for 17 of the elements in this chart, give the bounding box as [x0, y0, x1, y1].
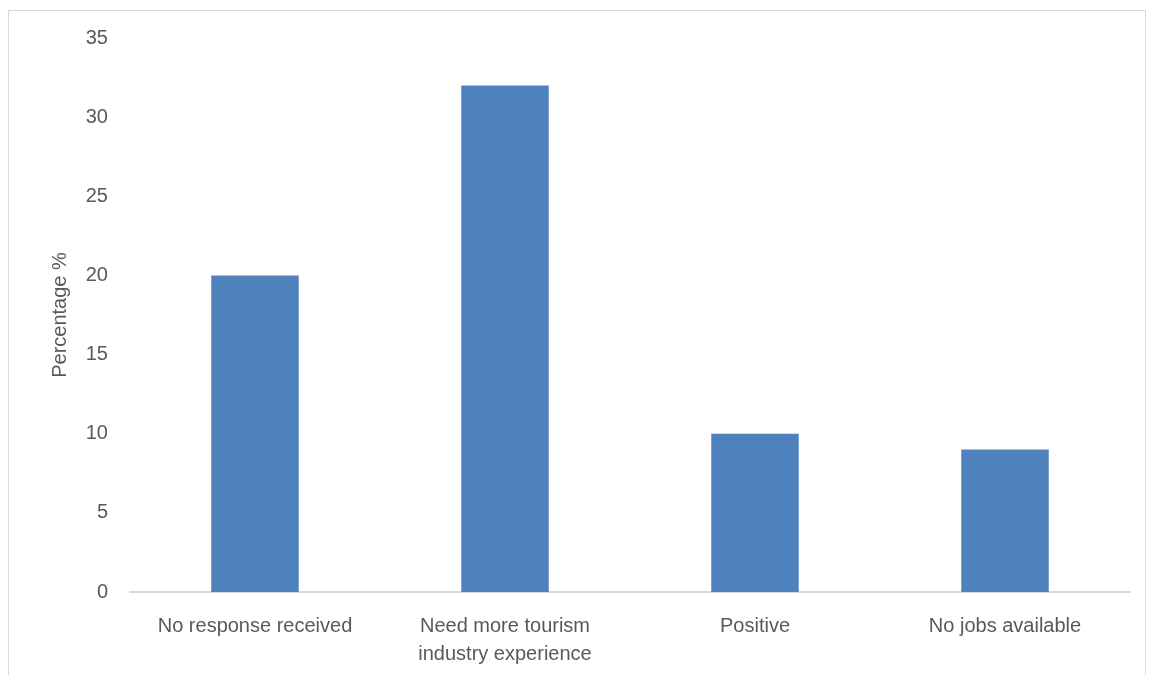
x-tick-label: Need more tourism industry experience	[418, 613, 592, 664]
bar	[461, 85, 549, 592]
x-tick-label: Positive	[719, 613, 791, 636]
y-tick-label: 5	[96, 500, 108, 523]
y-tick-label: 25	[85, 183, 108, 206]
y-tick-label: 0	[96, 579, 108, 602]
y-tick-label: 30	[85, 104, 108, 127]
x-tick-label: No jobs available	[928, 613, 1082, 636]
bar	[711, 433, 799, 592]
bar	[961, 449, 1049, 592]
x-tick-label: No response received	[157, 613, 353, 636]
y-tick-label: 20	[85, 262, 108, 285]
y-tick-label: 10	[85, 421, 108, 444]
y-axis-title: Percentage %	[47, 251, 70, 378]
y-tick-label: 35	[85, 25, 108, 48]
y-tick-label: 15	[85, 342, 108, 365]
bar	[211, 275, 299, 592]
